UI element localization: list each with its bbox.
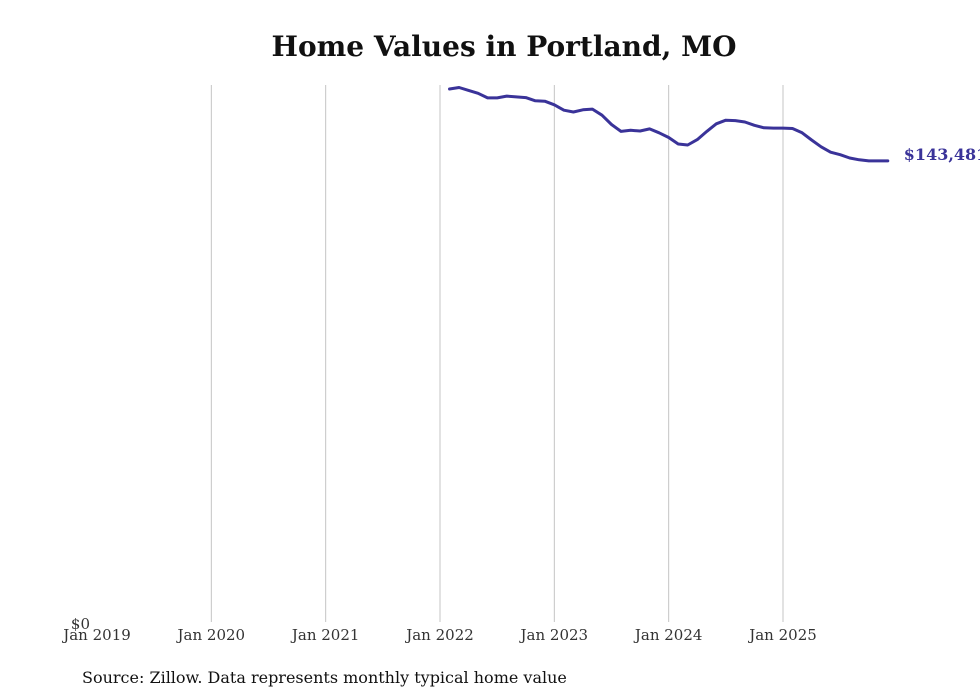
x-tick-label: Jan 2022 xyxy=(404,626,474,644)
chart-title: Home Values in Portland, MO xyxy=(271,30,737,63)
y-tick-label: $0 xyxy=(71,615,90,633)
x-tick-label: Jan 2021 xyxy=(290,626,360,644)
source-note: Source: Zillow. Data represents monthly … xyxy=(82,668,567,687)
series-end-label: $143,481 xyxy=(904,145,980,164)
label-layer: Jan 2019 Jan 2020 Jan 2021 Jan 2022 Jan 2023… xyxy=(61,145,980,644)
x-tick-label: Jan 2020 xyxy=(176,626,246,644)
series-layer xyxy=(448,86,890,163)
grid-layer xyxy=(210,85,784,622)
series-line xyxy=(448,86,890,163)
x-tick-label: Jan 2025 xyxy=(747,626,817,644)
x-tick-label: Jan 2019 xyxy=(61,626,131,644)
x-tick-label: Jan 2023 xyxy=(519,626,589,644)
x-tick-label: Jan 2024 xyxy=(633,626,703,644)
